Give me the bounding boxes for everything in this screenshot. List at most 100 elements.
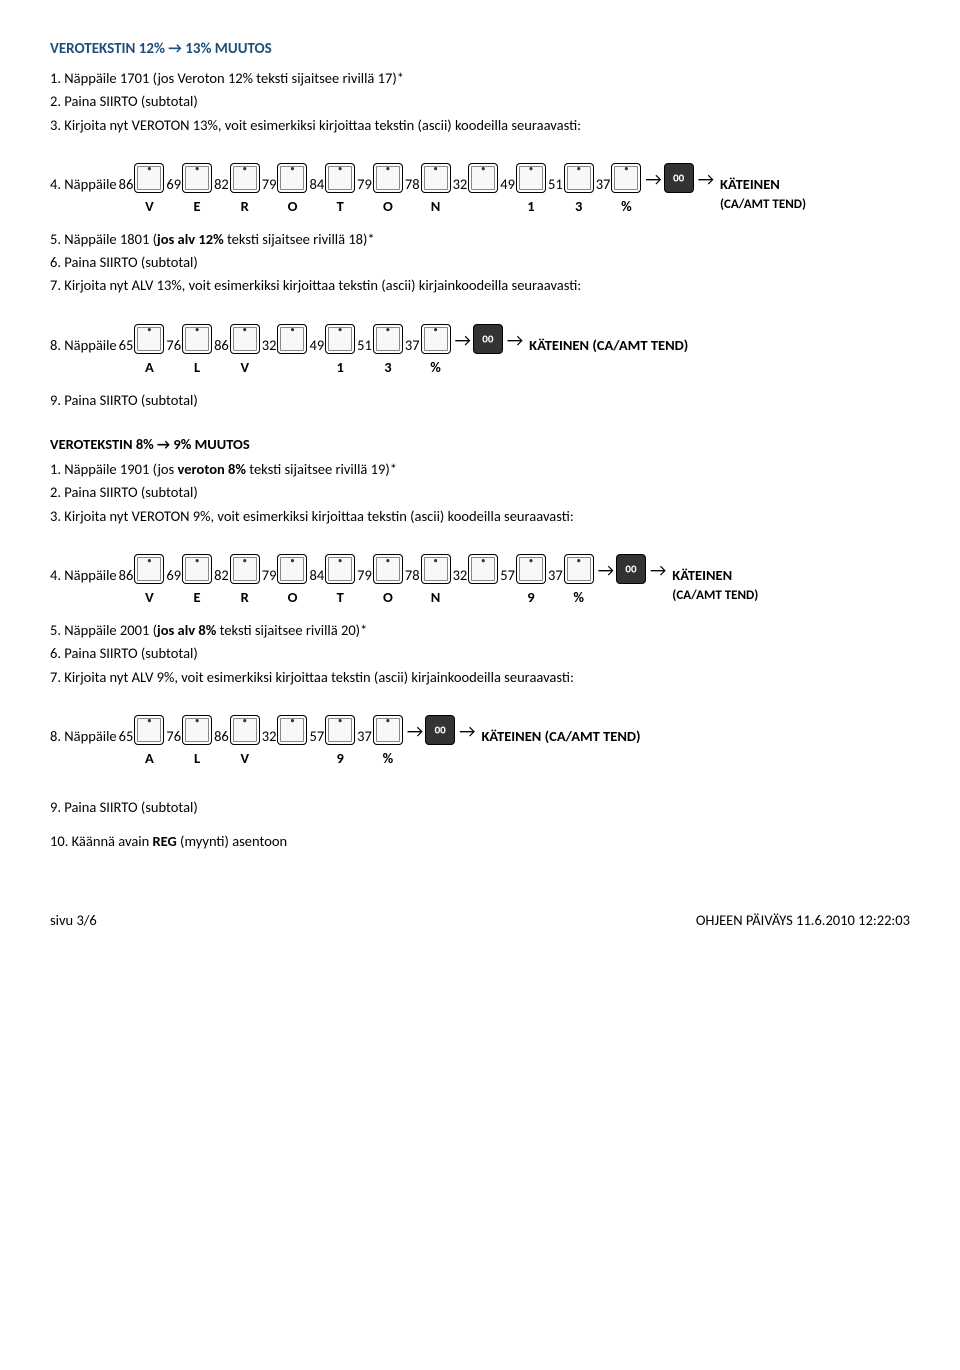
letter-label: L <box>191 749 203 767</box>
letter-label: A <box>143 358 155 376</box>
section1-title: VEROTEKSTIN 12% → 13% MUUTOS <box>50 40 910 58</box>
key-code: 79 <box>357 175 372 193</box>
footer-right: OHJEEN PÄIVÄYS 11.6.2010 12:22:03 <box>696 911 910 929</box>
letter-label: T <box>334 588 346 606</box>
letter-label: V <box>239 358 251 376</box>
letter-label: O <box>286 588 298 606</box>
decimal-key-icon <box>134 715 164 745</box>
key-code: 86 <box>214 727 229 745</box>
step: 9. Paina SIIRTO (subtotal) <box>50 797 910 817</box>
letter-label: 3 <box>382 358 394 376</box>
key-code: 82 <box>214 566 229 584</box>
step: 2. Paina SIIRTO (subtotal) <box>50 482 910 502</box>
letter-label: O <box>382 197 394 215</box>
key-row-suffix: KÄTEINEN <box>672 566 732 584</box>
step: 7. Kirjoita nyt ALV 9%, voit esimerkiksi… <box>50 667 910 687</box>
step: 1. Näppäile 1701 (jos Veroton 12% teksti… <box>50 68 910 88</box>
key-row-prefix: 4. Näppäile <box>50 566 117 584</box>
letter-label: T <box>334 197 346 215</box>
step: 5. Näppäile 1801 (jos alv 12% teksti sij… <box>50 229 910 249</box>
decimal-key-icon <box>134 324 164 354</box>
letter-label: N <box>430 588 442 606</box>
key-code: 37 <box>548 566 563 584</box>
key-row-suffix-sub: (CA/AMT TEND) <box>720 197 806 212</box>
decimal-key-icon <box>468 163 498 193</box>
key-row-suffix: KÄTEINEN <box>720 175 780 193</box>
bold: REG <box>153 832 177 850</box>
step: 3. Kirjoita nyt VEROTON 9%, voit esimerk… <box>50 506 910 526</box>
decimal-key-icon <box>421 324 451 354</box>
key-code: 65 <box>119 727 134 745</box>
key-row-prefix: 8. Näppäile <box>50 727 117 745</box>
key-code: 86 <box>119 175 134 193</box>
letter-label: L <box>191 358 203 376</box>
letter-label: V <box>143 197 155 215</box>
key-row-suffix: KÄTEINEN (CA/AMT TEND) <box>529 336 688 354</box>
page-footer: sivu 3/6 OHJEEN PÄIVÄYS 11.6.2010 12:22:… <box>50 911 910 929</box>
footer-left: sivu 3/6 <box>50 911 97 929</box>
arrow-icon: → <box>698 165 714 193</box>
key-code: 76 <box>166 336 181 354</box>
decimal-key-icon <box>230 554 260 584</box>
letter-label: % <box>430 358 442 376</box>
decimal-key-icon <box>277 554 307 584</box>
decimal-key-icon <box>421 554 451 584</box>
decimal-key-icon <box>373 554 403 584</box>
letter-label: E <box>191 197 203 215</box>
decimal-key-icon <box>373 163 403 193</box>
step: 6. Paina SIIRTO (subtotal) <box>50 643 910 663</box>
decimal-key-icon <box>373 715 403 745</box>
key-code: 65 <box>119 336 134 354</box>
letter-label: % <box>573 588 585 606</box>
double-zero-key-icon: 00 <box>616 554 646 584</box>
key-code: 32 <box>453 175 468 193</box>
letter-label: R <box>239 588 251 606</box>
arrow-icon: → <box>407 717 423 745</box>
decimal-key-icon <box>516 554 546 584</box>
key-code: 79 <box>262 566 277 584</box>
letter-label: 9 <box>525 588 537 606</box>
letter-row: A L V 1 3% <box>50 358 910 376</box>
key-code: 76 <box>166 727 181 745</box>
text: 10. Käännä avain <box>50 832 153 850</box>
key-sequence: 8. Näppäile 65768632495137→00→KÄTEINEN (… <box>50 324 910 354</box>
key-code: 86 <box>119 566 134 584</box>
arrow-icon: → <box>598 556 614 584</box>
decimal-key-icon <box>277 163 307 193</box>
letter-label: 1 <box>525 197 537 215</box>
key-code: 32 <box>262 727 277 745</box>
key-code: 37 <box>357 727 372 745</box>
letter-label: % <box>382 749 394 767</box>
arrow-icon: → <box>455 326 471 354</box>
key-code: 78 <box>405 175 420 193</box>
step: 5. Näppäile 2001 (jos alv 8% teksti sija… <box>50 620 910 640</box>
decimal-key-icon <box>182 554 212 584</box>
decimal-key-icon <box>277 324 307 354</box>
key-code: 57 <box>500 566 515 584</box>
letter-row: ALV9% <box>50 749 910 767</box>
decimal-key-icon <box>230 163 260 193</box>
decimal-key-icon <box>373 324 403 354</box>
decimal-key-icon <box>182 163 212 193</box>
decimal-key-icon <box>325 324 355 354</box>
decimal-key-icon <box>230 324 260 354</box>
key-code: 37 <box>405 336 420 354</box>
letter-label: O <box>286 197 298 215</box>
letter-label: O <box>382 588 394 606</box>
decimal-key-icon <box>564 554 594 584</box>
step: 7. Kirjoita nyt ALV 13%, voit esimerkiks… <box>50 275 910 295</box>
double-zero-key-icon: 00 <box>664 163 694 193</box>
key-code: 51 <box>548 175 563 193</box>
key-code: 49 <box>309 336 324 354</box>
decimal-key-icon <box>325 554 355 584</box>
step: 10. Käännä avain REG (myynti) asentoon <box>50 831 910 851</box>
arrow-icon: → <box>459 717 475 745</box>
decimal-key-icon <box>564 163 594 193</box>
letter-label: V <box>239 749 251 767</box>
letter-label: R <box>239 197 251 215</box>
double-zero-key-icon: 00 <box>425 715 455 745</box>
key-code: 82 <box>214 175 229 193</box>
letter-label: 1 <box>334 358 346 376</box>
arrow-icon: → <box>507 326 523 354</box>
key-row-suffix-sub: (CA/AMT TEND) <box>672 588 758 603</box>
